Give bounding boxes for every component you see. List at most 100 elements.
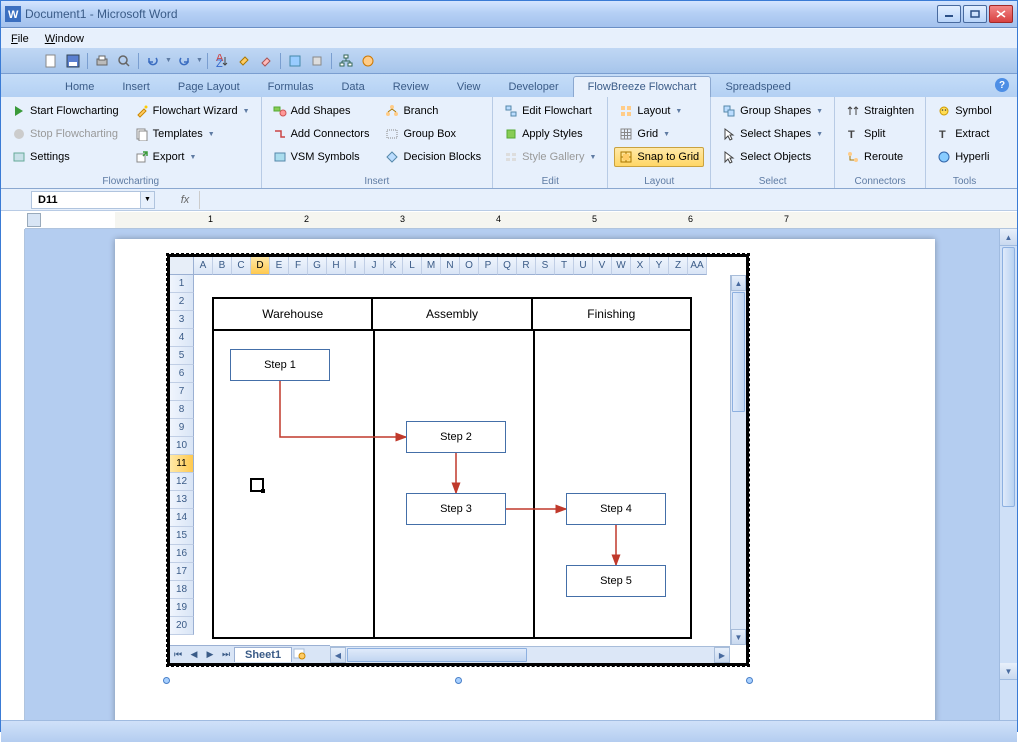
row-header-14[interactable]: 14	[170, 509, 194, 527]
qat-save-icon[interactable]	[63, 51, 83, 71]
select-all-corner[interactable]	[170, 257, 194, 275]
stop-flowcharting-button[interactable]: Stop Flowcharting	[7, 124, 124, 144]
row-header-3[interactable]: 3	[170, 311, 194, 329]
row-header-9[interactable]: 9	[170, 419, 194, 437]
col-header-T[interactable]: T	[555, 257, 574, 275]
tab-nav-last-icon[interactable]: ⏭	[218, 647, 234, 663]
tab-developer[interactable]: Developer	[494, 77, 572, 97]
step-s4[interactable]: Step 4	[566, 493, 666, 525]
step-s1[interactable]: Step 1	[230, 349, 330, 381]
extract-button[interactable]: TExtract	[932, 124, 997, 144]
col-header-D[interactable]: D	[251, 257, 270, 275]
vscroll-thumb[interactable]	[732, 292, 745, 412]
tab-page-layout[interactable]: Page Layout	[164, 77, 254, 97]
step-s2[interactable]: Step 2	[406, 421, 506, 453]
layout-button[interactable]: Layout▼	[614, 101, 704, 121]
col-header-J[interactable]: J	[365, 257, 384, 275]
col-header-C[interactable]: C	[232, 257, 251, 275]
row-header-6[interactable]: 6	[170, 365, 194, 383]
symbol-button[interactable]: Symbol	[932, 101, 997, 121]
style-gallery-button[interactable]: Style Gallery▼	[499, 147, 601, 167]
tab-review[interactable]: Review	[379, 77, 443, 97]
qat-undo-icon[interactable]	[143, 51, 163, 71]
col-header-AA[interactable]: AA	[688, 257, 707, 275]
doc-vscroll-thumb[interactable]	[1002, 247, 1015, 507]
row-header-11[interactable]: 11	[170, 455, 194, 473]
qat-hierarchy-icon[interactable]	[336, 51, 356, 71]
row-header-7[interactable]: 7	[170, 383, 194, 401]
minimize-button[interactable]	[937, 5, 961, 23]
reroute-button[interactable]: Reroute	[841, 147, 919, 167]
select-shapes-button[interactable]: Select Shapes▼	[717, 124, 828, 144]
name-box[interactable]: D11	[31, 191, 141, 209]
col-header-H[interactable]: H	[327, 257, 346, 275]
col-header-M[interactable]: M	[422, 257, 441, 275]
start-flowcharting-button[interactable]: Start Flowcharting	[7, 101, 124, 121]
row-header-1[interactable]: 1	[170, 275, 194, 293]
col-header-X[interactable]: X	[631, 257, 650, 275]
col-header-Z[interactable]: Z	[669, 257, 688, 275]
row-header-17[interactable]: 17	[170, 563, 194, 581]
help-icon[interactable]: ?	[995, 78, 1009, 92]
col-header-U[interactable]: U	[574, 257, 593, 275]
snap-to-grid-button[interactable]: Snap to Grid	[614, 147, 704, 167]
step-s5[interactable]: Step 5	[566, 565, 666, 597]
col-header-A[interactable]: A	[194, 257, 213, 275]
col-header-I[interactable]: I	[346, 257, 365, 275]
scroll-down-icon[interactable]: ▼	[731, 629, 746, 645]
straighten-button[interactable]: Straighten	[841, 101, 919, 121]
row-header-12[interactable]: 12	[170, 473, 194, 491]
row-header-15[interactable]: 15	[170, 527, 194, 545]
embedded-hscroll[interactable]: ◀ ▶	[330, 646, 730, 663]
col-header-F[interactable]: F	[289, 257, 308, 275]
name-box-dropdown[interactable]: ▼	[141, 191, 155, 209]
settings-button[interactable]: Settings	[7, 147, 124, 167]
tab-formulas[interactable]: Formulas	[254, 77, 328, 97]
qat-tool2-icon[interactable]	[307, 51, 327, 71]
group-box-button[interactable]: Group Box	[380, 124, 486, 144]
scroll-left-icon[interactable]: ◀	[330, 647, 346, 663]
row-header-13[interactable]: 13	[170, 491, 194, 509]
group-shapes-button[interactable]: Group Shapes▼	[717, 101, 828, 121]
close-button[interactable]	[989, 5, 1013, 23]
vsm-symbols-button[interactable]: VSM Symbols	[268, 147, 375, 167]
grid-button[interactable]: Grid▼	[614, 124, 704, 144]
row-header-16[interactable]: 16	[170, 545, 194, 563]
edit-flowchart-button[interactable]: Edit Flowchart	[499, 101, 601, 121]
add-shapes-button[interactable]: Add Shapes	[268, 101, 375, 121]
col-header-W[interactable]: W	[612, 257, 631, 275]
row-header-20[interactable]: 20	[170, 617, 194, 635]
apply-styles-button[interactable]: Apply Styles	[499, 124, 601, 144]
formula-input[interactable]	[199, 191, 1017, 209]
tab-flowbreeze[interactable]: FlowBreeze Flowchart	[573, 76, 712, 97]
split-button[interactable]: TSplit	[841, 124, 919, 144]
qat-sort-icon[interactable]: AZ	[212, 51, 232, 71]
qat-preview-icon[interactable]	[114, 51, 134, 71]
qat-redo-icon[interactable]	[174, 51, 194, 71]
tab-home[interactable]: Home	[51, 77, 108, 97]
col-header-O[interactable]: O	[460, 257, 479, 275]
col-header-K[interactable]: K	[384, 257, 403, 275]
page-viewport[interactable]: ABCDEFGHIJKLMNOPQRSTUVWXYZAA 12345678910…	[25, 229, 999, 720]
row-header-5[interactable]: 5	[170, 347, 194, 365]
tab-insert[interactable]: Insert	[108, 77, 164, 97]
embedded-spreadsheet[interactable]: ABCDEFGHIJKLMNOPQRSTUVWXYZAA 12345678910…	[167, 254, 749, 666]
row-header-18[interactable]: 18	[170, 581, 194, 599]
col-header-N[interactable]: N	[441, 257, 460, 275]
sheet-tab-1[interactable]: Sheet1	[234, 647, 292, 662]
tab-nav-prev-icon[interactable]: ◀	[186, 647, 202, 663]
templates-button[interactable]: Templates▼	[130, 124, 255, 144]
row-header-4[interactable]: 4	[170, 329, 194, 347]
export-button[interactable]: Export▼	[130, 147, 255, 167]
decision-blocks-button[interactable]: Decision Blocks	[380, 147, 486, 167]
col-header-Y[interactable]: Y	[650, 257, 669, 275]
col-header-L[interactable]: L	[403, 257, 422, 275]
col-header-S[interactable]: S	[536, 257, 555, 275]
tab-nav-first-icon[interactable]: ⏮	[170, 647, 186, 663]
doc-scroll-up-icon[interactable]: ▲	[1000, 229, 1017, 246]
scroll-up-icon[interactable]: ▲	[731, 275, 746, 291]
menu-window[interactable]: Window	[39, 31, 90, 47]
doc-scroll-down-icon[interactable]: ▼	[1000, 663, 1017, 680]
col-header-G[interactable]: G	[308, 257, 327, 275]
row-header-10[interactable]: 10	[170, 437, 194, 455]
